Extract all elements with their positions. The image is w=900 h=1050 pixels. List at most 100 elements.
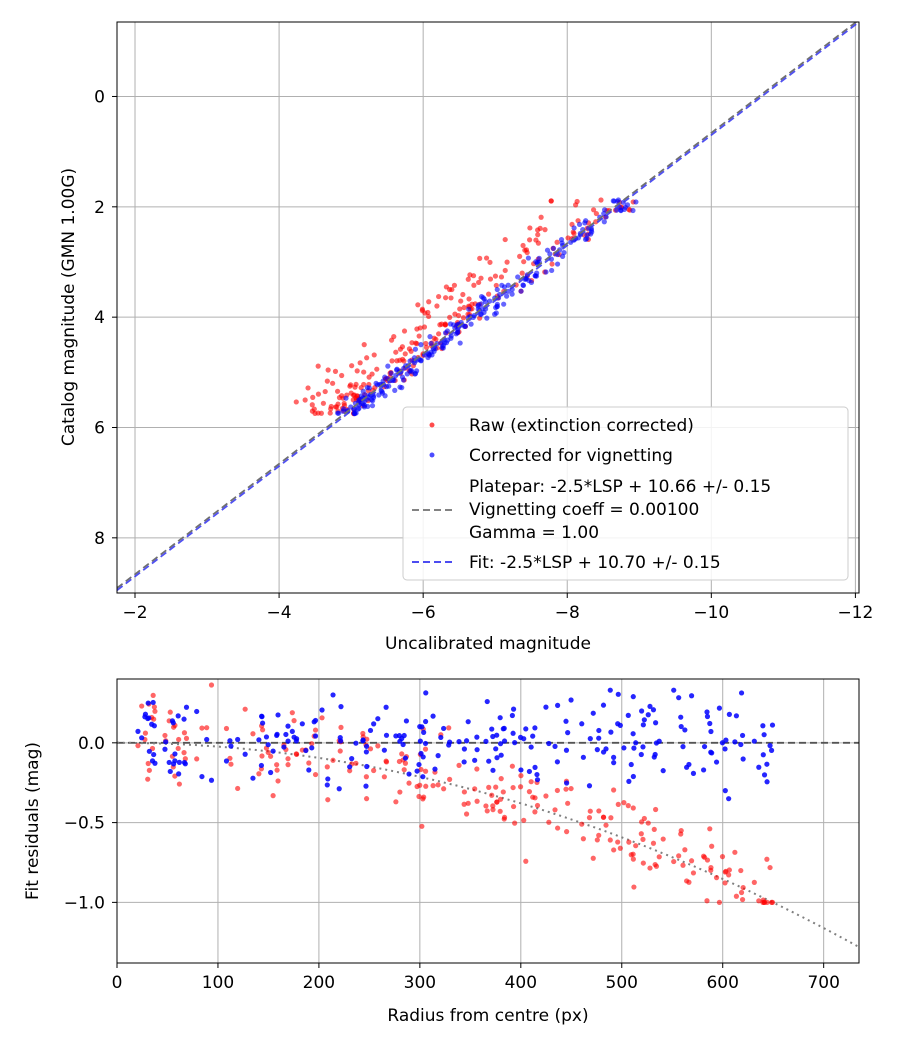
raw-point — [425, 309, 431, 316]
corrected-residual-point — [563, 718, 569, 724]
corrected-residual-point — [176, 759, 182, 765]
corrected-point — [385, 363, 391, 369]
corrected-residual-point — [421, 729, 427, 735]
raw-residual-point — [375, 743, 381, 749]
corrected-residual-point — [414, 768, 420, 774]
corrected-residual-point — [568, 697, 574, 703]
bottom-x-tick-label: 700 — [807, 973, 839, 993]
raw-residual-point — [291, 718, 297, 724]
legend-fit-label: Fit: -2.5*LSP + 10.70 +/- 0.15 — [469, 553, 721, 573]
corrected-residual-point — [489, 726, 495, 732]
corrected-residual-point — [490, 767, 496, 773]
raw-residual-point — [399, 751, 405, 757]
raw-residual-point — [472, 786, 478, 792]
corrected-residual-point — [227, 738, 233, 744]
raw-residual-point — [402, 760, 409, 766]
raw-point — [332, 368, 339, 374]
raw-residual-point — [528, 779, 534, 785]
corrected-point — [412, 346, 419, 352]
raw-residual-point — [633, 843, 639, 849]
corrected-residual-point — [600, 749, 607, 755]
raw-residual-point — [534, 802, 541, 809]
corrected-residual-point — [607, 687, 613, 693]
raw-point — [305, 385, 311, 391]
corrected-point — [340, 408, 346, 414]
bottom-grid — [116, 679, 859, 963]
raw-residual-point — [490, 803, 496, 809]
corrected-residual-point — [707, 720, 713, 727]
corrected-residual-point — [769, 722, 776, 728]
corrected-residual-point — [151, 723, 157, 729]
raw-residual-point — [167, 709, 173, 715]
corrected-residual-point — [383, 732, 390, 738]
raw-point — [419, 306, 425, 312]
corrected-residual-point — [337, 735, 343, 741]
raw-point — [519, 270, 525, 276]
corrected-residual-point — [435, 753, 441, 759]
raw-residual-point — [680, 862, 686, 868]
corrected-residual-point — [509, 712, 515, 719]
corrected-point — [427, 334, 433, 340]
corrected-residual-point — [708, 749, 714, 755]
corrected-residual-point — [463, 738, 470, 744]
corrected-point — [501, 301, 507, 307]
raw-residual-point — [688, 858, 695, 864]
raw-residual-point — [512, 820, 518, 826]
corrected-residual-point — [552, 743, 558, 749]
legend-platepar-label-line1: Platepar: -2.5*LSP + 10.66 +/- 0.15 — [469, 477, 771, 497]
raw-residual-point — [611, 847, 617, 853]
corrected-residual-point — [501, 725, 507, 731]
corrected-residual-point — [268, 769, 274, 776]
corrected-residual-point — [565, 730, 571, 736]
corrected-point — [618, 207, 624, 214]
corrected-residual-point — [490, 733, 496, 740]
corrected-point — [360, 388, 366, 394]
corrected-point — [407, 358, 413, 364]
raw-residual-point — [768, 899, 775, 905]
raw-point — [293, 399, 299, 405]
corrected-residual-point — [732, 739, 738, 745]
corrected-residual-point — [438, 734, 444, 741]
raw-residual-point — [484, 808, 490, 814]
corrected-residual-point — [146, 748, 152, 754]
corrected-residual-point — [594, 747, 600, 753]
raw-point — [520, 242, 526, 249]
corrected-residual-point — [139, 735, 145, 741]
raw-residual-point — [722, 880, 728, 886]
raw-residual-point — [631, 884, 637, 890]
raw-residual-point — [587, 808, 593, 814]
corrected-residual-point — [563, 747, 570, 753]
raw-point — [423, 340, 429, 347]
raw-residual-point — [465, 800, 471, 806]
raw-point — [423, 344, 430, 350]
corrected-residual-point — [363, 783, 369, 789]
raw-residual-point — [510, 784, 516, 791]
raw-residual-point — [686, 879, 692, 885]
corrected-residual-point — [484, 698, 490, 705]
raw-residual-point — [526, 789, 533, 795]
corrected-residual-point — [756, 764, 762, 770]
raw-residual-point — [265, 749, 271, 756]
raw-point — [542, 227, 548, 233]
corrected-residual-point — [461, 746, 467, 752]
raw-point — [521, 259, 527, 265]
raw-residual-point — [497, 808, 503, 814]
corrected-residual-point — [733, 713, 740, 719]
raw-point — [330, 380, 336, 386]
corrected-residual-point — [371, 721, 377, 727]
raw-residual-point — [625, 803, 631, 809]
raw-point — [455, 312, 462, 319]
corrected-residual-point — [283, 731, 289, 738]
corrected-residual-point — [258, 762, 265, 769]
raw-point — [393, 349, 399, 355]
raw-residual-point — [764, 856, 770, 862]
raw-point — [535, 227, 541, 233]
corrected-residual-point — [306, 767, 312, 773]
corrected-point — [520, 282, 527, 289]
raw-residual-point — [751, 879, 757, 885]
corrected-point — [633, 199, 639, 205]
raw-residual-point — [671, 858, 677, 865]
corrected-residual-point — [163, 739, 169, 745]
raw-residual-point — [474, 798, 480, 804]
